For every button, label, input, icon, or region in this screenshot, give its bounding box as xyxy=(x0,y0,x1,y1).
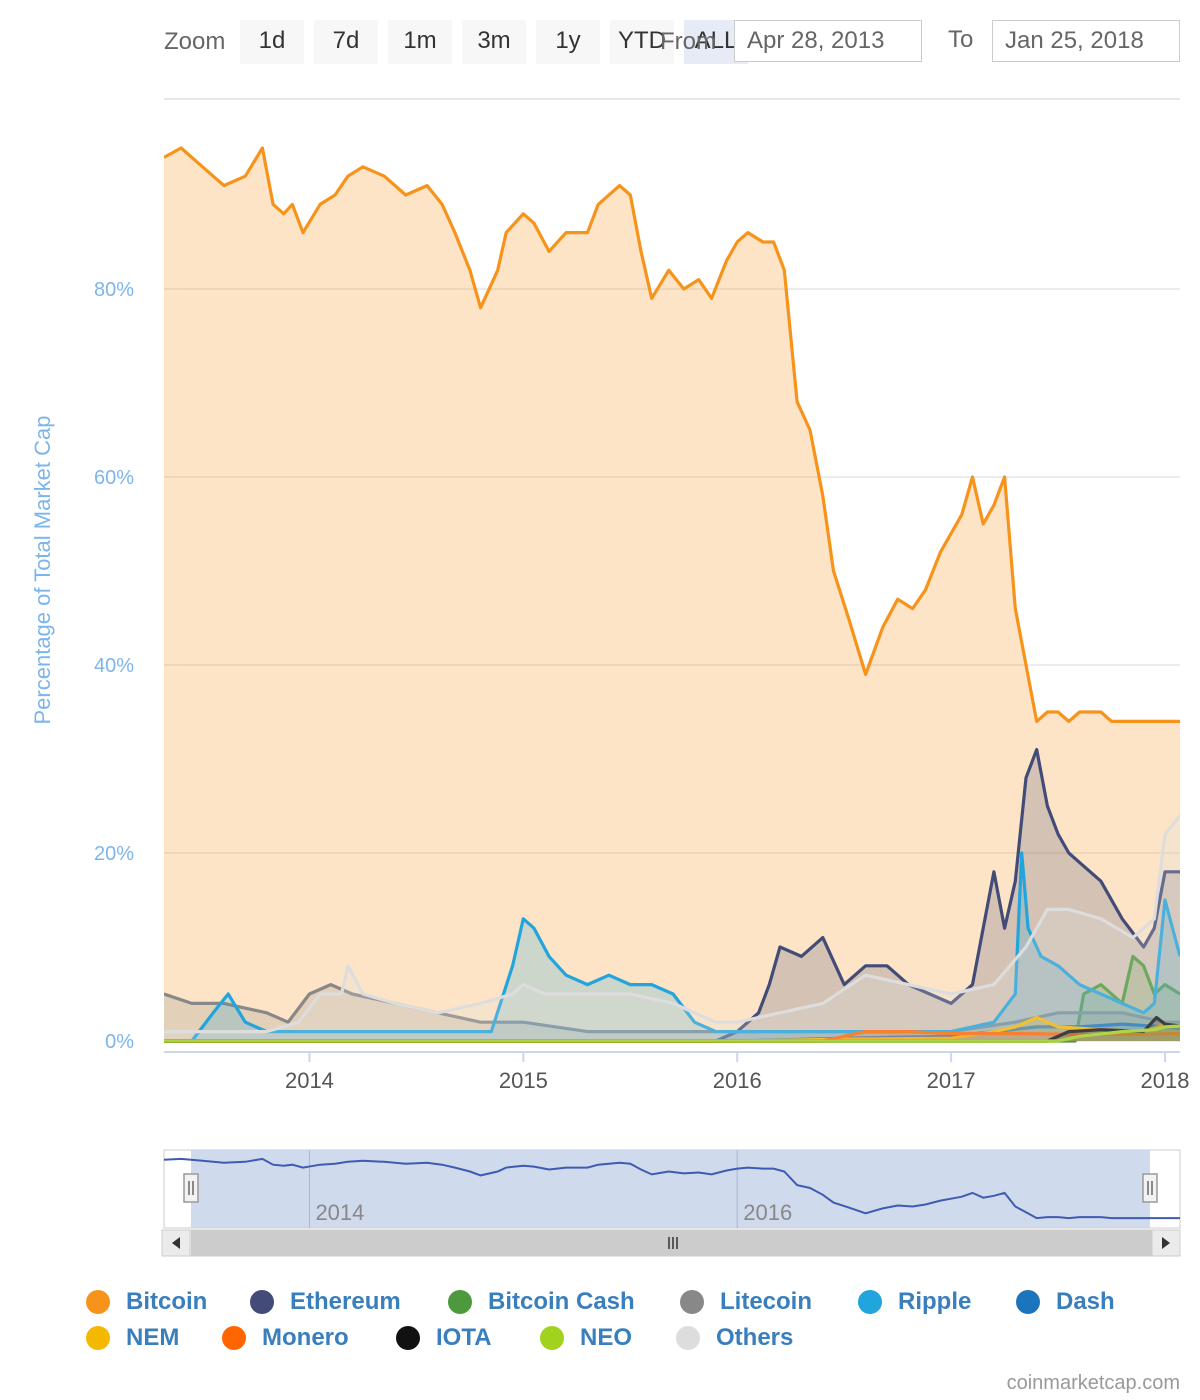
y-tick-label: 80% xyxy=(94,279,134,301)
x-tick-label: 2015 xyxy=(499,1068,548,1093)
zoom-ytd-button[interactable]: YTD xyxy=(610,20,674,64)
scroll-right-arrow-icon xyxy=(1162,1237,1170,1249)
bitcoin-area xyxy=(164,148,1180,1041)
neo-area xyxy=(164,1026,1180,1041)
nem-area xyxy=(164,1017,1180,1041)
y-tick-label: 0% xyxy=(105,1031,134,1053)
navigator-tick-label: 2016 xyxy=(743,1200,792,1225)
navigator-left-handle[interactable] xyxy=(183,1173,199,1203)
legend-marker-icon xyxy=(680,1290,704,1314)
navigator-tick-label: 2014 xyxy=(315,1200,364,1225)
legend-label: Ripple xyxy=(898,1288,972,1315)
legend-marker-icon xyxy=(676,1326,700,1350)
neo-line[interactable] xyxy=(164,1024,1180,1043)
ethereum-line[interactable] xyxy=(164,747,1180,1043)
legend-label: IOTA xyxy=(436,1324,492,1351)
legend-label: Ethereum xyxy=(290,1288,401,1315)
iota-area xyxy=(164,1017,1180,1041)
legend-marker-icon xyxy=(396,1326,420,1350)
legend-marker-icon xyxy=(222,1326,246,1350)
from-label: From xyxy=(660,28,716,55)
zoom-1m-button[interactable]: 1m xyxy=(388,20,452,64)
legend-marker-icon xyxy=(86,1290,110,1314)
legend-label: Monero xyxy=(262,1324,349,1351)
navigator-series-line xyxy=(163,1157,1180,1220)
legend-label: NEM xyxy=(126,1324,180,1351)
from-date-input[interactable]: Apr 28, 2013 xyxy=(734,20,922,62)
y-tick-label: 40% xyxy=(94,655,134,677)
zoom-3m-button[interactable]: 3m xyxy=(462,20,526,64)
zoom-1y-button[interactable]: 1y xyxy=(536,20,600,64)
legend-label: Litecoin xyxy=(720,1288,813,1315)
legend-marker-icon xyxy=(250,1290,274,1314)
litecoin-line[interactable] xyxy=(164,982,1180,1034)
monero-line[interactable] xyxy=(164,1029,1180,1043)
ripple-line[interactable] xyxy=(164,851,1180,1043)
litecoin-area xyxy=(164,984,1180,1041)
zoom-1d-button[interactable]: 1d xyxy=(240,20,304,64)
x-tick-label: 2016 xyxy=(713,1068,762,1093)
x-tick-label: 2018 xyxy=(1141,1068,1190,1093)
legend-marker-icon xyxy=(540,1326,564,1350)
market-cap-chart: 0% 20% 40% 60% 80% Percentage of Total Market… xyxy=(30,98,1190,1257)
to-date-input[interactable]: Jan 25, 2018 xyxy=(992,20,1180,62)
credit[interactable]: coinmarketcap.com xyxy=(1006,1372,1180,1394)
legend-label: NEO xyxy=(580,1324,633,1351)
legend-marker-icon xyxy=(858,1290,882,1314)
legend-label: Others xyxy=(716,1324,794,1351)
to-label: To xyxy=(948,26,974,53)
bitcoin-line[interactable] xyxy=(164,146,1180,724)
x-tick-label: 2017 xyxy=(927,1068,976,1093)
x-tick-label: 2014 xyxy=(285,1068,334,1093)
navigator-right-handle[interactable] xyxy=(1142,1173,1158,1203)
scrollbar-thumb[interactable] xyxy=(191,1230,1152,1256)
series-group xyxy=(164,146,1180,1043)
y-tick-label: 20% xyxy=(94,843,134,865)
legend-label: Bitcoin Cash xyxy=(488,1288,635,1315)
legend-marker-icon xyxy=(86,1326,110,1350)
legend-marker-icon xyxy=(1016,1290,1040,1314)
scroll-left-arrow-icon xyxy=(172,1237,180,1249)
zoom-7d-button[interactable]: 7d xyxy=(314,20,378,64)
legend-label: Bitcoin xyxy=(126,1288,208,1315)
zoom-label: Zoom xyxy=(164,28,226,55)
legend-marker-icon xyxy=(448,1290,472,1314)
y-axis-title: Percentage of Total Market Cap xyxy=(30,416,55,725)
navigator-selection[interactable] xyxy=(191,1150,1150,1228)
others-area xyxy=(164,815,1180,1041)
y-tick-label: 60% xyxy=(94,467,134,489)
bitcoin-cash-line[interactable] xyxy=(164,954,1180,1043)
legend-label: Dash xyxy=(1056,1288,1115,1315)
others-line[interactable] xyxy=(164,814,1180,1034)
